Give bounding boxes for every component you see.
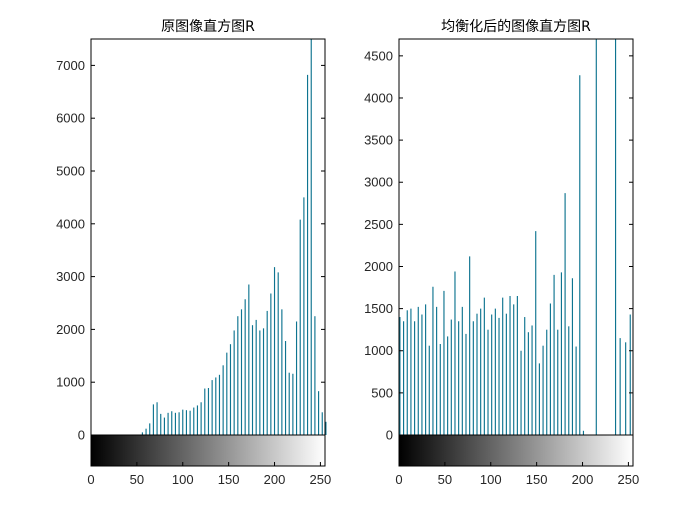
y-tick-label: 2000 — [364, 259, 393, 274]
y-tick-label: 500 — [371, 385, 393, 400]
x-tick-label: 100 — [480, 472, 502, 487]
y-tick-label: 1000 — [364, 343, 393, 358]
x-tick-label: 250 — [618, 472, 640, 487]
grayscale-colorbar — [399, 435, 633, 466]
y-tick-label: 1500 — [364, 301, 393, 316]
x-tick-label: 0 — [395, 472, 402, 487]
histogram-panel-right: 0 500 1000 1500 2000 2500 3000 3500 4000 4500 0 50 1… — [364, 18, 639, 487]
y-tick-label: 2500 — [364, 217, 393, 232]
y-tick-label: 1000 — [56, 375, 85, 390]
x-tick-label: 50 — [438, 472, 452, 487]
x-tick-label: 100 — [172, 472, 194, 487]
y-tick-label: 0 — [386, 428, 393, 443]
y-tick-label: 0 — [78, 428, 85, 443]
x-tick-label: 200 — [264, 472, 286, 487]
y-tick-label: 3500 — [364, 133, 393, 148]
x-tick-label: 0 — [87, 472, 94, 487]
chart-title: 均衡化后的图像直方图R — [441, 18, 591, 35]
plot-frame — [398, 38, 634, 467]
x-tick-label: 150 — [218, 472, 240, 487]
histogram-panel-left: 0 1000 2000 3000 4000 5000 6000 7000 0 50 100 150 20… — [56, 18, 331, 487]
grayscale-colorbar — [91, 435, 325, 466]
y-tick-label: 3000 — [364, 175, 393, 190]
y-tick-label: 4000 — [56, 216, 85, 231]
y-tick-label: 6000 — [56, 111, 85, 126]
plot-frame — [90, 38, 326, 467]
x-tick-label: 50 — [130, 472, 144, 487]
y-tick-label: 2000 — [56, 322, 85, 337]
y-tick-label: 7000 — [56, 58, 85, 73]
y-tick-label: 4500 — [364, 48, 393, 63]
x-tick-label: 200 — [572, 472, 594, 487]
y-tick-label: 3000 — [56, 269, 85, 284]
chart-title: 原图像直方图R — [161, 18, 255, 35]
x-tick-label: 150 — [526, 472, 548, 487]
y-tick-label: 4000 — [364, 90, 393, 105]
y-tick-label: 5000 — [56, 164, 85, 179]
x-tick-label: 250 — [310, 472, 332, 487]
